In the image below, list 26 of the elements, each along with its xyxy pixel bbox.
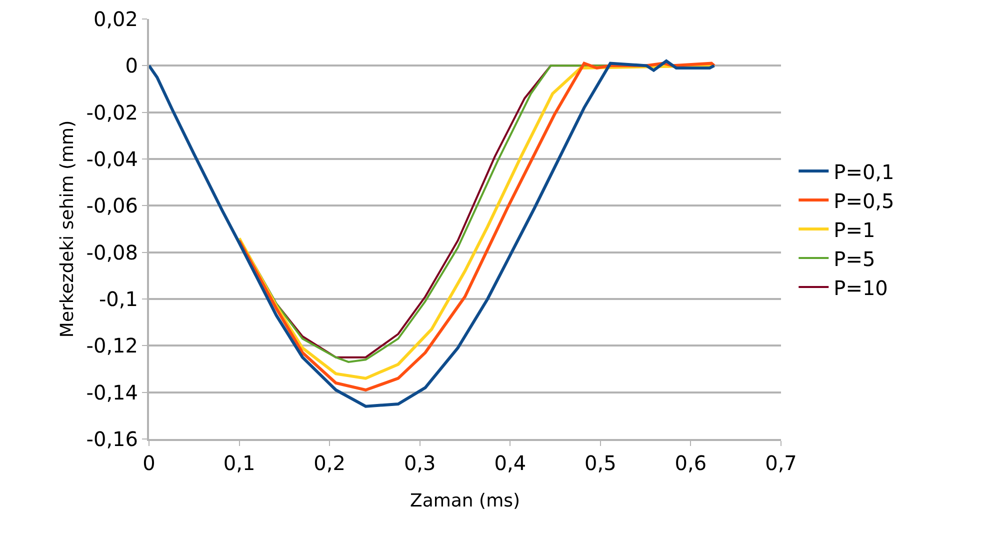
y-tick-label: 0 — [125, 54, 138, 78]
y-tick-label: -0,02 — [86, 100, 138, 124]
y-tick-label: -0,16 — [86, 427, 138, 451]
legend-label: P=10 — [834, 276, 888, 300]
y-axis-title: Merkezdeki sehim (mm) — [56, 120, 78, 338]
y-tick-label: -0,1 — [98, 287, 138, 311]
legend-label: P=0,1 — [834, 160, 894, 184]
y-tick-label: 0,02 — [93, 7, 138, 31]
y-tick-label: -0,12 — [86, 334, 138, 358]
x-tick-label: 0,5 — [584, 451, 616, 475]
x-tick-label: 0,1 — [223, 451, 256, 475]
y-tick-label: -0,14 — [86, 380, 138, 404]
x-tick-label: 0,7 — [765, 451, 797, 475]
x-tick-label: 0,2 — [314, 451, 346, 475]
x-tick-label: 0,4 — [494, 451, 526, 475]
legend-label: P=5 — [834, 246, 876, 271]
legend-label: P=0,5 — [834, 188, 894, 213]
legend-label: P=1 — [834, 218, 876, 242]
x-tick-label: 0,6 — [674, 451, 707, 475]
y-tick-label: -0,04 — [86, 147, 138, 171]
line-series — [149, 60, 716, 408]
x-tick-label: 0,3 — [404, 451, 436, 475]
y-tick-label: -0,06 — [86, 194, 138, 218]
x-axis-title: Zaman (ms) — [410, 490, 520, 512]
y-tick-label: -0,08 — [86, 240, 138, 264]
x-tick-label: 0 — [142, 451, 156, 475]
